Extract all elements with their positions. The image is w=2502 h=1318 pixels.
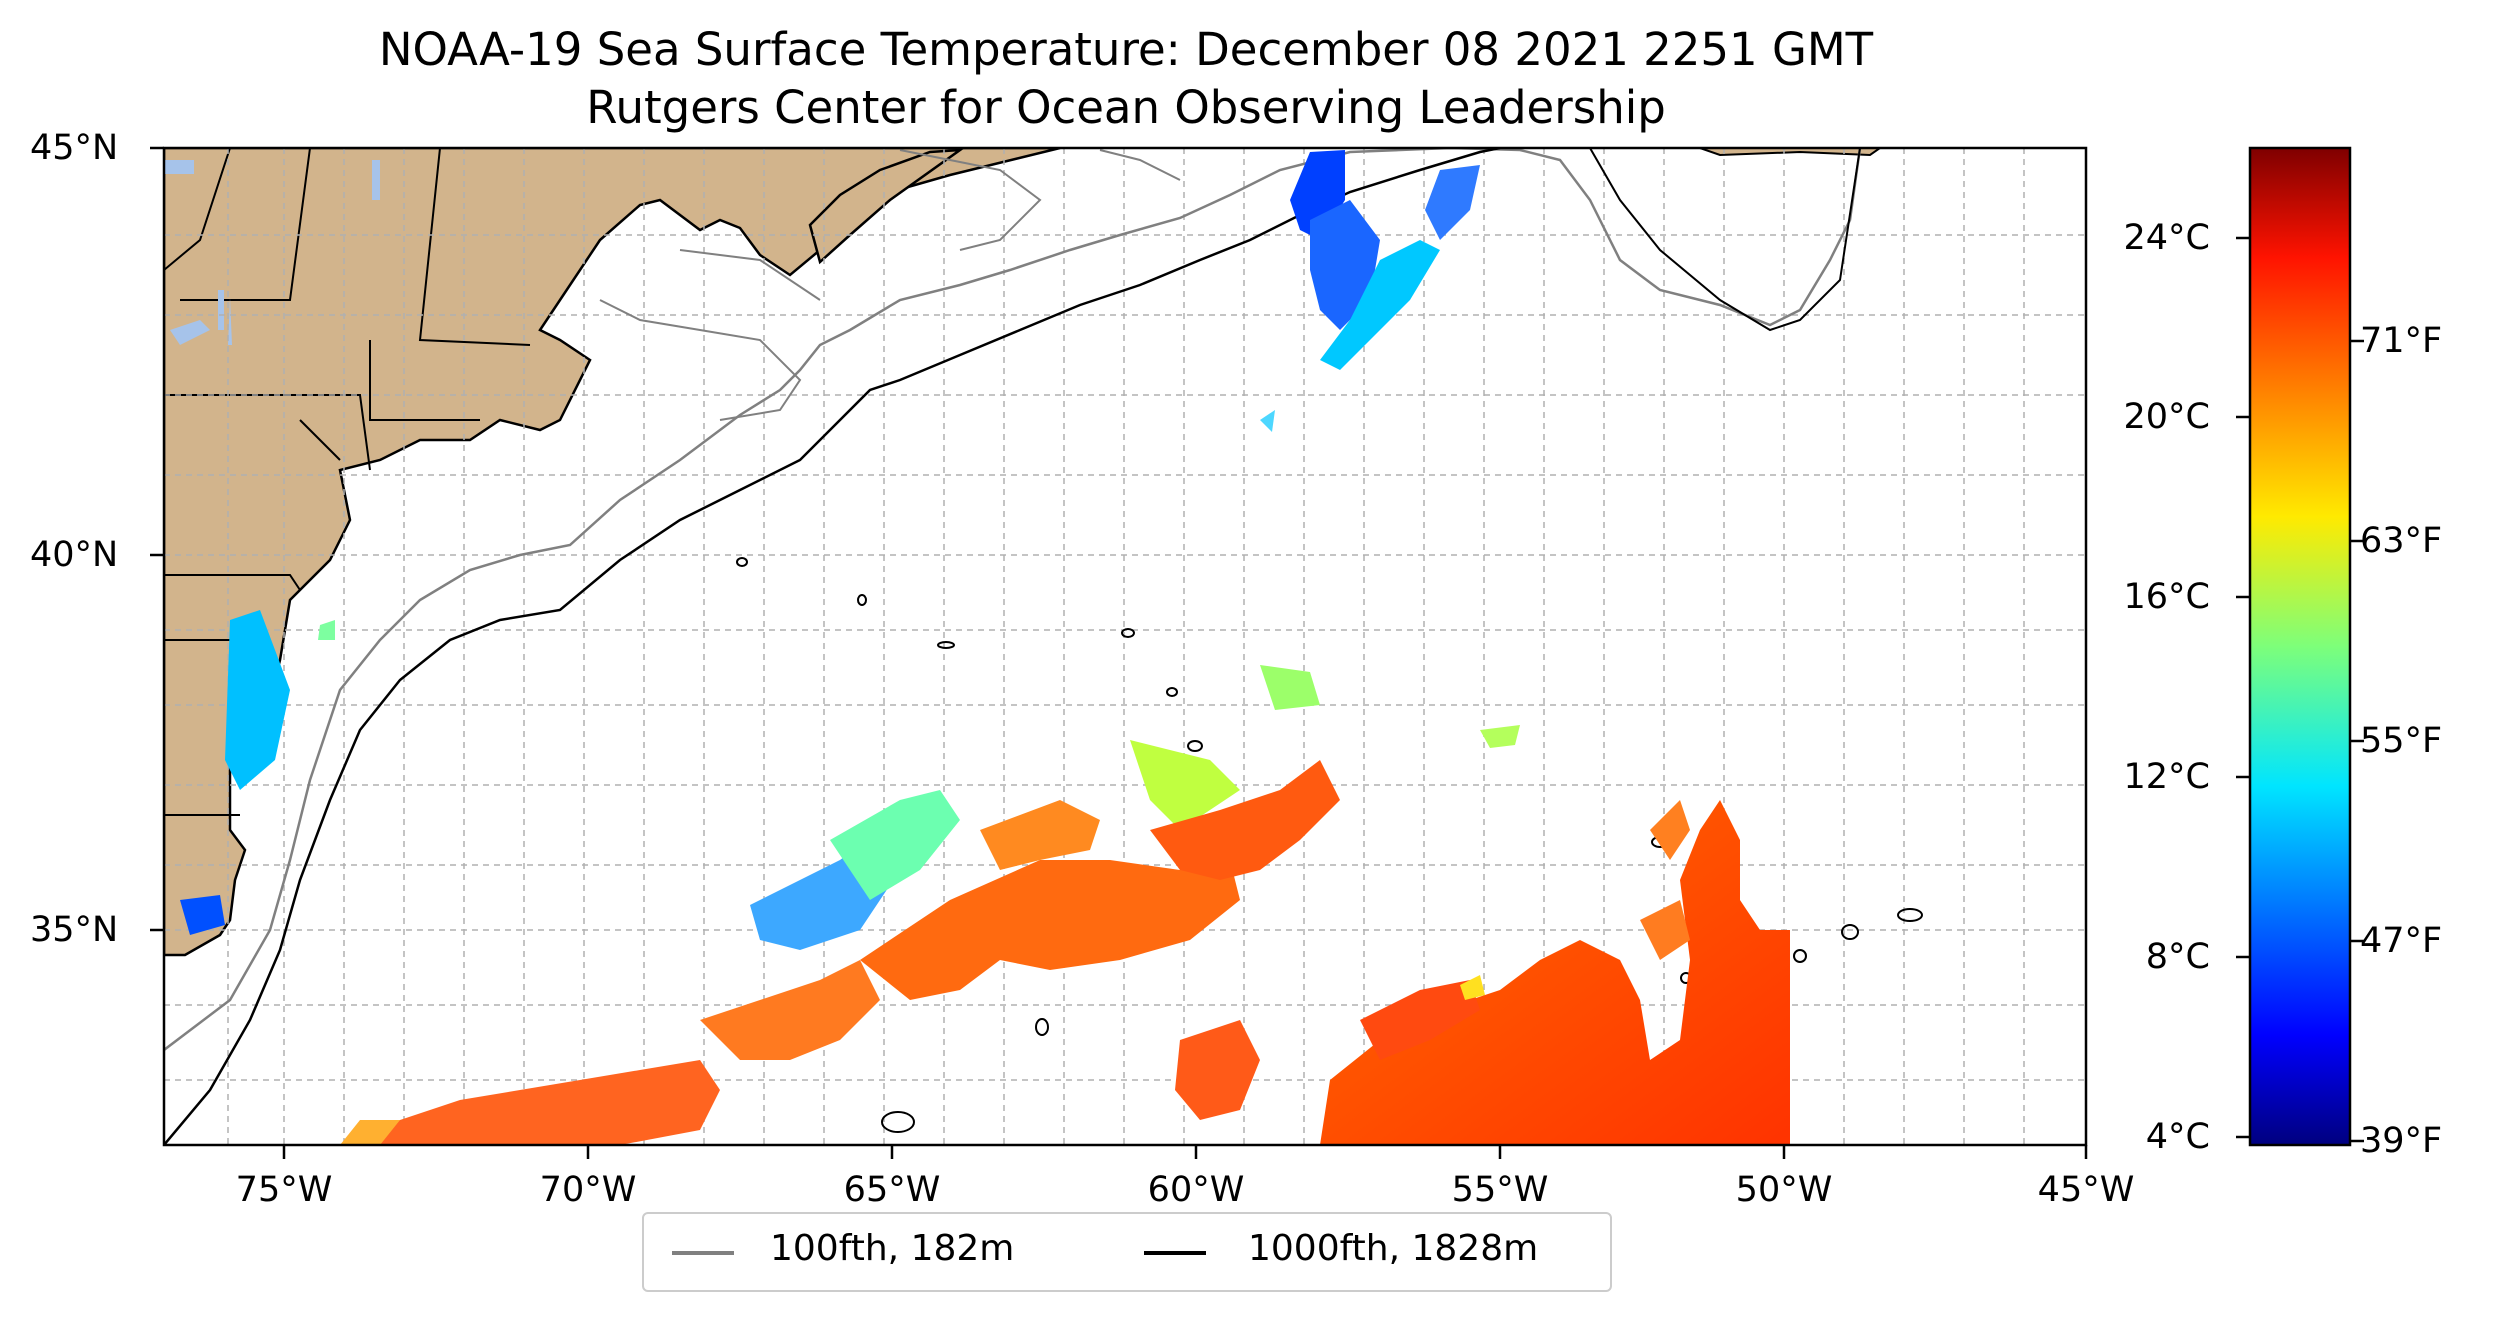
lon-label-45: 45°W bbox=[2037, 1170, 2135, 1210]
legend-label-1000fth: 1000fth, 1828m bbox=[1248, 1228, 1539, 1269]
lon-label-70: 70°W bbox=[539, 1170, 637, 1210]
colorbar-label-55f: 55°F bbox=[2360, 721, 2443, 761]
lon-label-60: 60°W bbox=[1147, 1170, 1245, 1210]
colorbar-label-16c: 16°C bbox=[2123, 577, 2210, 617]
legend-swatch-100fth bbox=[672, 1251, 734, 1255]
colorbar-label-47f: 47°F bbox=[2360, 921, 2443, 961]
colorbar-label-12c: 12°C bbox=[2123, 757, 2210, 797]
map-title: NOAA-19 Sea Surface Temperature: Decembe… bbox=[378, 23, 1874, 76]
isobath-gulf-of-maine bbox=[599, 149, 1181, 421]
map-subtitle: Rutgers Center for Ocean Observing Leade… bbox=[586, 81, 1666, 134]
lon-label-50: 50°W bbox=[1735, 1170, 1833, 1210]
isobath-1000fth-east bbox=[1589, 148, 1861, 332]
isobath-legend: 100fth, 182m 1000fth, 1828m bbox=[642, 1212, 1612, 1292]
gridlines bbox=[164, 148, 2086, 1145]
colorbar-ticks bbox=[2236, 236, 2364, 1143]
colorbar-label-4c: 4°C bbox=[2145, 1117, 2210, 1157]
isobath-1000fth bbox=[164, 148, 1501, 1145]
colorbar bbox=[2248, 146, 2352, 1147]
colorbar-label-24c: 24°C bbox=[2123, 218, 2210, 258]
lat-label-35: 35°N bbox=[30, 910, 119, 950]
land-newfoundland bbox=[1699, 148, 1882, 157]
sst-data bbox=[180, 150, 1790, 1145]
isobath-100fth bbox=[164, 148, 1862, 1051]
lon-label-75: 75°W bbox=[235, 1170, 333, 1210]
legend-label-100fth: 100fth, 182m bbox=[770, 1228, 1015, 1269]
map-frame bbox=[162, 146, 2088, 1147]
colorbar-label-63f: 63°F bbox=[2360, 521, 2443, 561]
land-mass bbox=[164, 148, 1061, 957]
lakes bbox=[164, 160, 380, 345]
legend-swatch-1000fth bbox=[1144, 1251, 1206, 1255]
lat-label-40: 40°N bbox=[30, 535, 119, 575]
lat-label-45: 45°N bbox=[30, 128, 119, 168]
colorbar-label-39f: 39°F bbox=[2360, 1121, 2443, 1161]
colorbar-label-8c: 8°C bbox=[2145, 937, 2210, 977]
axis-ticks bbox=[150, 146, 2088, 1159]
lon-label-65: 65°W bbox=[843, 1170, 941, 1210]
colorbar-label-20c: 20°C bbox=[2123, 397, 2210, 437]
land-nova-scotia bbox=[808, 148, 965, 265]
colorbar-label-71f: 71°F bbox=[2360, 321, 2443, 361]
lon-label-55: 55°W bbox=[1451, 1170, 1549, 1210]
seamount-contours bbox=[736, 557, 1923, 1133]
